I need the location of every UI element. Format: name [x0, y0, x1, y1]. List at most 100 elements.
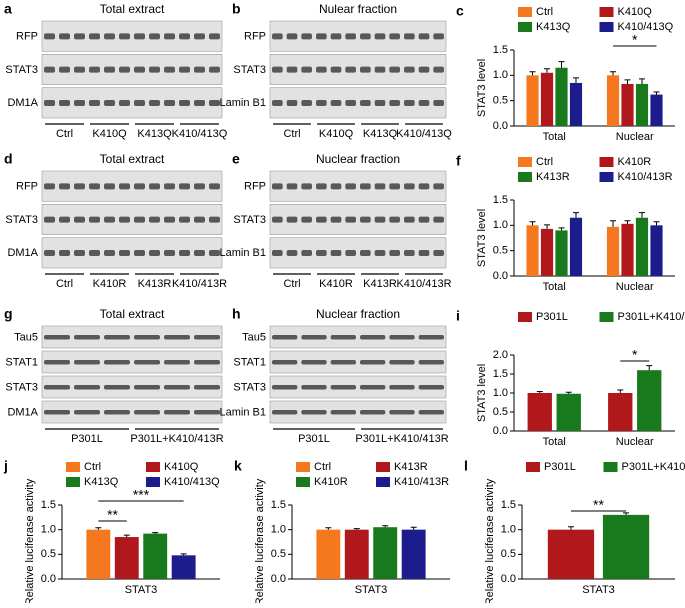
blot-band [164, 33, 175, 39]
legend-swatch [604, 462, 618, 472]
legend-swatch [526, 462, 540, 472]
blot-band [89, 250, 100, 256]
blot-band [419, 360, 444, 365]
bar [526, 225, 538, 276]
legend-label: K410Q [618, 6, 653, 18]
blot-band [209, 33, 220, 39]
blot-band [209, 250, 220, 256]
y-tick-label: 1.0 [493, 387, 508, 399]
blot-band [419, 217, 430, 223]
panel-letter: f [456, 153, 461, 169]
blot-band [119, 100, 130, 106]
panel-letter: a [4, 1, 12, 17]
group-label: P301L [71, 433, 103, 445]
blot-band [149, 100, 160, 106]
blot-band [360, 217, 371, 223]
group-label: K410Q [92, 128, 127, 140]
blot-band [360, 33, 371, 39]
y-axis-label: Relative luciferase activity [484, 478, 496, 603]
blot-band [194, 385, 220, 390]
blot-band [104, 385, 130, 390]
error-bar [530, 222, 536, 226]
blot-band [74, 67, 85, 73]
legend-label: P301L+K410/413R [618, 311, 685, 323]
significance-label: * [632, 347, 638, 363]
legend-label: Ctrl [536, 6, 553, 18]
error-bar [181, 554, 187, 555]
blot-title: Nuclear fraction [316, 152, 400, 166]
blot-band [419, 183, 430, 189]
y-tick-label: 1.5 [493, 44, 508, 56]
y-tick-label: 0.0 [493, 425, 508, 437]
group-label: K410/413Q [396, 128, 452, 140]
error-bar [411, 527, 417, 529]
error-bar [544, 225, 550, 229]
blot-row-label: Lamin B1 [220, 247, 266, 259]
blot-band [44, 385, 70, 390]
bar [172, 555, 196, 579]
bar [555, 230, 567, 276]
blot-band [375, 250, 386, 256]
blot-band [375, 217, 386, 223]
legend-swatch [518, 7, 532, 17]
blot-band [404, 183, 415, 189]
blot-band [134, 217, 145, 223]
error-bar [573, 78, 579, 83]
blot-row-label: Lamin B1 [220, 97, 266, 109]
error-bar [566, 392, 572, 394]
blot-row-label: DM1A [7, 247, 38, 259]
blot-band [179, 250, 190, 256]
blot-band [134, 67, 145, 73]
legend-label: P301L+K410/413R [622, 461, 685, 473]
x-tick-label: Total [543, 131, 566, 143]
error-bar [558, 228, 564, 231]
blot-band [194, 335, 220, 340]
blot-row-label: RFP [244, 31, 266, 43]
blot-band [272, 217, 283, 223]
blot-band [149, 67, 160, 73]
blot-band [74, 33, 85, 39]
bar [555, 68, 567, 126]
blot-band [316, 67, 327, 73]
blot-band [433, 183, 444, 189]
blot-band [419, 250, 430, 256]
legend-swatch [518, 157, 532, 167]
blot-band [360, 67, 371, 73]
blot-band [389, 250, 400, 256]
blot-band [419, 67, 430, 73]
blot-band [331, 67, 342, 73]
blot-row-label: STAT1 [233, 356, 266, 368]
error-bar [610, 221, 616, 227]
y-tick-label: 1.0 [501, 524, 516, 536]
bar [570, 83, 582, 126]
blot-band [316, 217, 327, 223]
error-bar [646, 366, 652, 371]
blot-band [44, 217, 55, 223]
bar [637, 370, 661, 431]
y-axis-label: Relative luciferase activity [254, 478, 266, 603]
blot-row-label: RFP [16, 181, 38, 193]
bar [636, 84, 648, 126]
blot-band [194, 217, 205, 223]
bar [621, 224, 633, 276]
group-label: Ctrl [56, 278, 73, 290]
blot-band [134, 33, 145, 39]
blot-band [287, 33, 298, 39]
x-tick-label: Total [543, 281, 566, 293]
y-tick-label: 1.0 [271, 524, 286, 536]
blot-band [74, 385, 100, 390]
y-tick-label: 0.5 [501, 548, 516, 560]
legend-label: K410/413R [618, 171, 673, 183]
legend-label: K413Q [84, 476, 119, 488]
blot-band [104, 183, 115, 189]
bar [548, 530, 594, 579]
y-tick-label: 0.5 [41, 548, 56, 560]
x-tick-label: Nuclear [616, 281, 654, 293]
legend-swatch [518, 172, 532, 182]
blot-band [301, 33, 312, 39]
y-tick-label: 1.5 [41, 499, 56, 511]
bar [541, 73, 553, 126]
blot-band [59, 67, 70, 73]
error-bar [653, 92, 659, 95]
legend-swatch [296, 477, 310, 487]
